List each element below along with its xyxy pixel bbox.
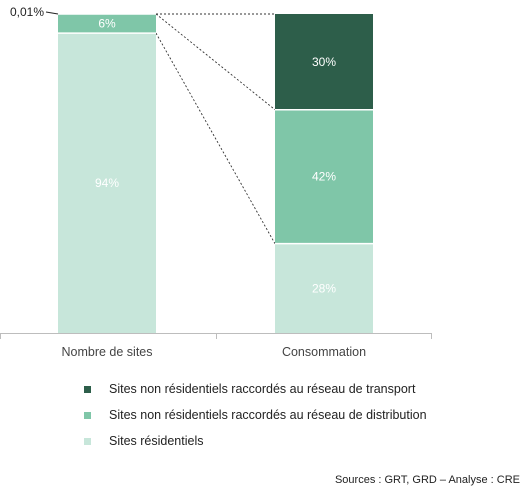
annotation-label: 0,01% xyxy=(10,5,44,19)
legend-label: Sites non résidentiels raccordés au rése… xyxy=(109,382,416,396)
data-label-nombre-de-sites-sites-residentiels: 94% xyxy=(95,176,119,190)
data-label-nombre-de-sites-sites-non-residentiels-raccordes-au-reseau-de-distribution: 6% xyxy=(98,17,116,31)
data-label-consommation-sites-non-residentiels-raccordes-au-reseau-de-distribution: 42% xyxy=(312,170,336,184)
data-label-consommation-sites-non-residentiels-raccordes-au-reseau-de-transport: 30% xyxy=(312,55,336,69)
bar-consommation-sites-residentiels xyxy=(275,243,373,333)
bar-stack-nombre-de-sites: 6% 94% xyxy=(58,13,156,333)
connector-middle xyxy=(155,13,276,111)
connector-bottom xyxy=(155,32,276,244)
x-tick-label-consommation: Consommation xyxy=(282,345,366,359)
legend-item-sites-residentiels: Sites résidentiels xyxy=(84,428,427,454)
legend-label: Sites non résidentiels raccordés au rése… xyxy=(109,408,427,422)
legend-swatch xyxy=(84,437,91,445)
bar-consommation-sites-non-residentiels-raccordes-au-reseau-de-transport xyxy=(275,14,373,110)
bar-stack-consommation: 30% 42% 28% xyxy=(275,14,373,333)
legend: Sites non résidentiels raccordés au rése… xyxy=(84,376,427,454)
annotations-layer: 0,01% xyxy=(10,5,59,19)
legend-swatch xyxy=(84,385,91,393)
bar-consommation-sites-non-residentiels-raccordes-au-reseau-de-distribution xyxy=(275,109,373,244)
stacked-bar-chart: 6% 94% 30% 42% 28% Nombre de sites Consommati… xyxy=(0,5,432,359)
x-tick-label-nombre-de-sites: Nombre de sites xyxy=(61,345,152,359)
bars-layer: 6% 94% 30% 42% 28% xyxy=(58,13,373,333)
legend-item-sites-non-residentiels-raccordes-au-reseau-de-transport: Sites non résidentiels raccordés au rése… xyxy=(84,376,427,402)
legend-swatch xyxy=(84,411,91,419)
annotation-leader xyxy=(45,11,59,15)
data-label-consommation-sites-residentiels: 28% xyxy=(312,281,336,295)
legend-item-sites-non-residentiels-raccordes-au-reseau-de-distribution: Sites non résidentiels raccordés au rése… xyxy=(84,402,427,428)
source-note: Sources : GRT, GRD – Analyse : CRE xyxy=(334,474,520,486)
bar-nombre-de-sites-sites-non-residentiels-raccordes-au-reseau-de-distribution xyxy=(58,14,156,34)
bar-nombre-de-sites-sites-residentiels xyxy=(58,33,156,333)
x-axis: Nombre de sites Consommation xyxy=(0,333,432,359)
connector-lines xyxy=(155,13,276,244)
legend-label: Sites résidentiels xyxy=(109,434,204,448)
